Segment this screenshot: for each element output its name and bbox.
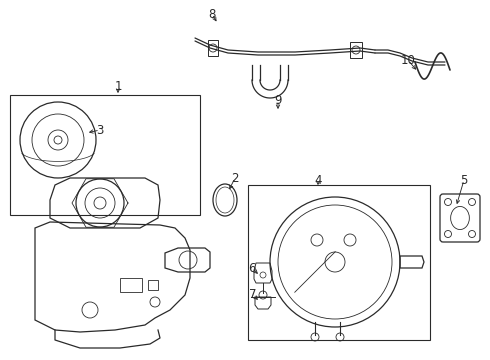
Text: 6: 6 [248, 261, 256, 274]
Text: 8: 8 [208, 8, 216, 21]
Bar [208, 40, 218, 56]
Bar [248, 185, 430, 340]
Bar [148, 280, 158, 290]
Text: 9: 9 [274, 94, 282, 107]
Text: 3: 3 [97, 123, 104, 136]
Text: 10: 10 [400, 54, 416, 67]
Bar [350, 42, 362, 58]
Text: 1: 1 [114, 81, 122, 94]
Text: 5: 5 [460, 174, 467, 186]
Text: 7: 7 [249, 288, 257, 302]
Text: 4: 4 [314, 174, 322, 186]
Bar [10, 95, 200, 215]
Bar [120, 278, 142, 292]
Text: 2: 2 [231, 171, 239, 184]
